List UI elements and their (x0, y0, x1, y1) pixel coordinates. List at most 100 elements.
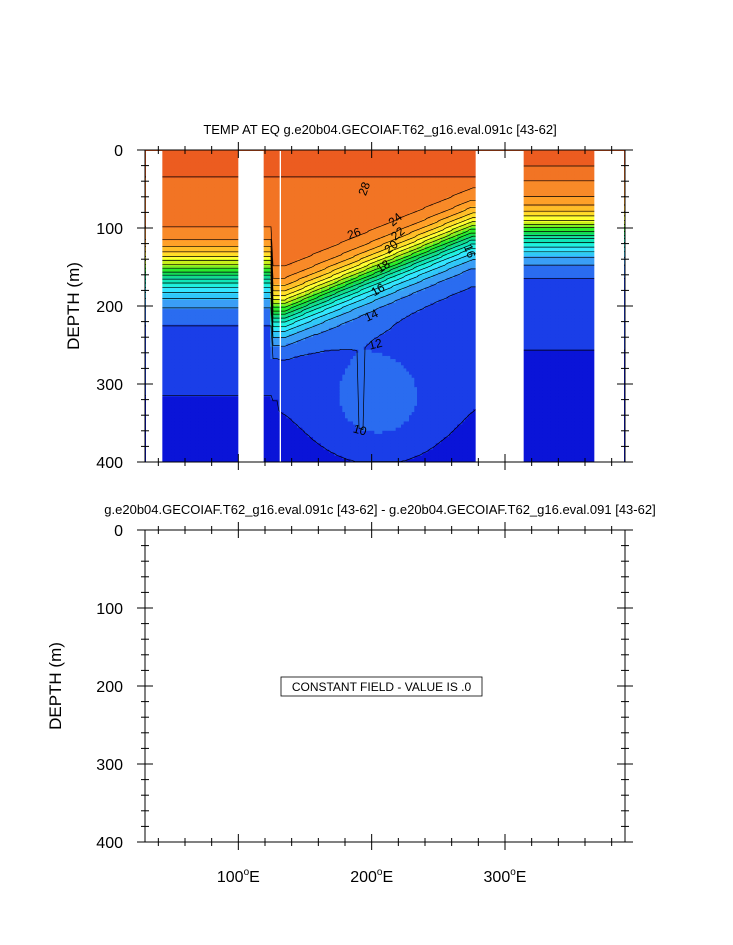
contour-cell (166, 352, 170, 357)
contour-cell (166, 252, 170, 257)
contour-cell (161, 377, 165, 382)
contour-cell (177, 228, 181, 232)
contour-cell (174, 340, 178, 345)
contour-cell (161, 196, 165, 201)
contour-cell (169, 231, 173, 235)
contour-cell (161, 268, 165, 273)
contour-cell (171, 243, 175, 248)
contour-cell (166, 424, 170, 429)
contour-cell (161, 293, 165, 298)
contour-cell (163, 327, 167, 332)
contour-cell (169, 330, 173, 335)
contour-cell (161, 243, 165, 248)
contour-cell (169, 284, 173, 288)
contour-cell (174, 150, 178, 154)
contour-cell (174, 430, 178, 435)
contour-cell (166, 271, 170, 276)
contour-cell (171, 203, 175, 207)
contour-cell (163, 455, 167, 460)
contour-cell (166, 387, 170, 391)
contour-cell (174, 318, 178, 323)
contour-cell (177, 221, 181, 226)
contour-cell (166, 240, 170, 245)
contour-cell (174, 209, 178, 213)
contour-cell (177, 277, 181, 282)
contour-cell (161, 324, 165, 329)
contour-cell (169, 171, 173, 176)
contour-cell (177, 212, 181, 217)
contour-cell (177, 284, 181, 288)
contour-cell (177, 234, 181, 238)
contour-cell (171, 337, 175, 341)
contour-cell (161, 159, 165, 164)
contour-cell (166, 218, 170, 223)
contour-cell (171, 355, 175, 360)
contour-cell (169, 315, 173, 320)
contour-cell (163, 159, 167, 164)
contour-cell (174, 287, 178, 291)
contour-cell (169, 402, 173, 407)
contour-cell (161, 187, 165, 192)
contour-cell (171, 346, 175, 351)
contour-cell (161, 312, 165, 316)
contour-cell (163, 334, 167, 338)
contour-cell (163, 396, 167, 401)
contour-cell (174, 162, 178, 167)
contour-cell (171, 271, 175, 276)
contour-cell (161, 218, 165, 223)
contour-cell (163, 206, 167, 210)
contour-cell (174, 387, 178, 391)
contour-cell (161, 212, 165, 217)
contour-cell (171, 449, 175, 454)
contour-cell (171, 277, 175, 282)
contour-cell (171, 408, 175, 413)
contour-cell (174, 412, 178, 416)
contour-cell (169, 299, 173, 304)
contour-cell (166, 458, 170, 462)
contour-cell (177, 312, 181, 316)
contour-cell (161, 380, 165, 385)
contour-cell (177, 362, 181, 366)
contour-cell (177, 352, 181, 357)
contour-cell (177, 162, 181, 167)
contour-cell (171, 440, 175, 444)
contour-cell (177, 287, 181, 291)
contour-cell (169, 302, 173, 307)
contour-cell (166, 327, 170, 332)
contour-cell (171, 368, 175, 373)
contour-cell (169, 256, 173, 260)
contour-cell (169, 365, 173, 369)
contour-cell (169, 218, 173, 223)
contour-cell (169, 168, 173, 173)
contour-cell (169, 327, 173, 332)
top-contour-field (145, 150, 625, 462)
contour-cell (166, 418, 170, 423)
contour-cell (161, 427, 165, 432)
contour-cell (161, 449, 165, 454)
contour-cell (166, 405, 170, 410)
contour-cell (166, 359, 170, 363)
contour-cell (171, 153, 175, 157)
contour-cell (166, 215, 170, 220)
contour-cell (177, 153, 181, 157)
contour-cell (169, 343, 173, 348)
contour-cell (163, 421, 167, 426)
contour-cell (163, 221, 167, 226)
contour-cell (174, 199, 178, 204)
contour-cell (177, 321, 181, 326)
contour-cell (166, 452, 170, 457)
contour-cell (163, 446, 167, 451)
contour-cell (161, 340, 165, 345)
contour-cell (171, 421, 175, 426)
contour-cell (169, 228, 173, 232)
contour-cell (169, 446, 173, 451)
contour-cell (177, 181, 181, 185)
contour-cell (171, 359, 175, 363)
contour-cell (171, 240, 175, 245)
contour-cell (174, 427, 178, 432)
contour-cell (171, 437, 175, 441)
contour-cell (174, 390, 178, 394)
contour-cell (174, 309, 178, 313)
contour-cell (163, 246, 167, 251)
contour-cell (174, 274, 178, 279)
